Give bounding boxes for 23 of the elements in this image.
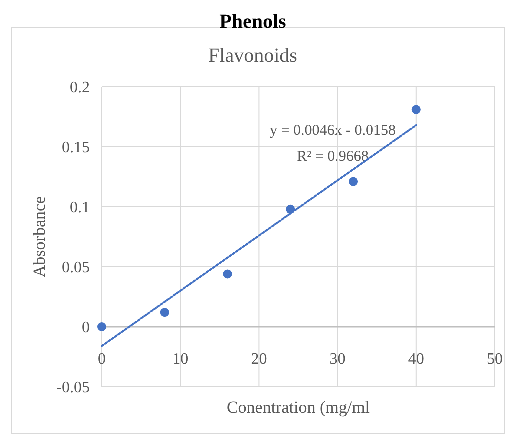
y-tick-label: -0.05 <box>56 380 90 397</box>
annotation: y = 0.0046x - 0.0158 <box>270 123 396 139</box>
point <box>412 105 421 114</box>
chart-title: Flavonoids <box>208 45 298 67</box>
y-axis-title: Absorbance <box>30 196 49 278</box>
point <box>223 270 232 279</box>
x-tick-label: 20 <box>251 351 268 368</box>
point <box>98 322 106 332</box>
x-tick-label: 30 <box>330 351 346 368</box>
point <box>349 177 358 186</box>
text: Phenols <box>220 11 287 33</box>
x-axis-title: Conentration (mg/ml <box>226 398 370 417</box>
point <box>160 308 170 318</box>
x-tick-label: 50 <box>487 351 503 368</box>
y-tick-label: 0.1 <box>70 200 90 217</box>
y-tick-label: 0.2 <box>70 80 90 97</box>
x-tick-label: 0 <box>98 351 106 368</box>
x-tick-label: 40 <box>408 351 424 368</box>
y-tick-label: 0 <box>82 320 90 337</box>
y-tick-label: 0.05 <box>62 260 90 277</box>
annotation: R² = 0.9668 <box>297 149 369 165</box>
y-tick-label: 0.15 <box>62 140 90 157</box>
x-tick-label: 10 <box>172 351 189 368</box>
